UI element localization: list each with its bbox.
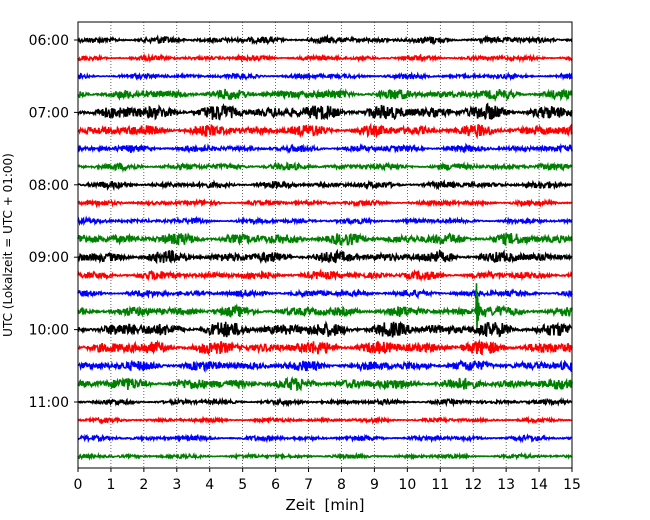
trace-1030 — [77, 358, 573, 374]
seismic-traces — [77, 33, 573, 461]
trace-0915 — [77, 268, 573, 283]
trace-0700 — [77, 102, 573, 121]
trace-1115 — [77, 415, 573, 425]
x-tick-label-10: 10 — [398, 477, 416, 493]
y-tick-label-0600: 06:00 — [29, 33, 69, 49]
trace-0645 — [77, 88, 573, 103]
trace-0745 — [77, 160, 573, 174]
x-tick-label-14: 14 — [530, 477, 548, 493]
trace-0615 — [77, 52, 573, 64]
trace-1130 — [77, 433, 573, 444]
trace-1015 — [77, 338, 573, 356]
x-tick-label-15: 15 — [563, 477, 581, 493]
y-tick-label-0800: 08:00 — [29, 178, 69, 194]
trace-1100 — [77, 396, 573, 408]
trace-1045 — [77, 376, 573, 392]
trace-0900 — [77, 248, 573, 265]
y-tick-label-1100: 11:00 — [29, 395, 69, 411]
x-tick-label-2: 2 — [139, 477, 148, 493]
x-tick-label-5: 5 — [238, 477, 247, 493]
x-tick-label-0: 0 — [74, 477, 83, 493]
x-axis-ticks: 0 1 2 3 4 5 6 7 8 9 10 11 12 13 14 15 — [74, 468, 581, 493]
x-tick-label-3: 3 — [172, 477, 181, 493]
x-tick-label-7: 7 — [304, 477, 313, 493]
trace-1000 — [77, 320, 573, 338]
trace-1145 — [77, 451, 573, 461]
y-tick-label-1000: 10:00 — [29, 323, 69, 339]
x-tick-label-12: 12 — [464, 477, 482, 493]
x-axis-label: Zeit [min] — [285, 496, 364, 514]
y-tick-label-0900: 09:00 — [29, 250, 69, 266]
x-tick-label-13: 13 — [497, 477, 515, 493]
y-tick-label-0700: 07:00 — [29, 105, 69, 121]
x-tick-label-1: 1 — [106, 477, 115, 493]
trace-0945 — [77, 283, 573, 332]
x-tick-label-6: 6 — [271, 477, 280, 493]
trace-0715 — [77, 122, 573, 140]
y-axis-ticks: 06:00 07:00 08:00 09:00 10:00 11:00 — [29, 33, 78, 411]
trace-0630 — [77, 71, 573, 82]
y-axis-label: UTC (Lokalzeit = UTC + 01:00) — [1, 153, 15, 337]
trace-0730 — [77, 142, 573, 155]
x-tick-label-8: 8 — [337, 477, 346, 493]
x-tick-label-11: 11 — [431, 477, 449, 493]
trace-0930 — [77, 288, 573, 300]
x-tick-label-4: 4 — [205, 477, 214, 493]
trace-0600 — [77, 33, 573, 46]
trace-0800 — [77, 179, 573, 192]
trace-0845 — [77, 232, 573, 247]
trace-0815 — [77, 197, 573, 209]
x-tick-label-9: 9 — [370, 477, 379, 493]
trace-0830 — [77, 215, 573, 227]
plot-frame — [77, 21, 573, 469]
